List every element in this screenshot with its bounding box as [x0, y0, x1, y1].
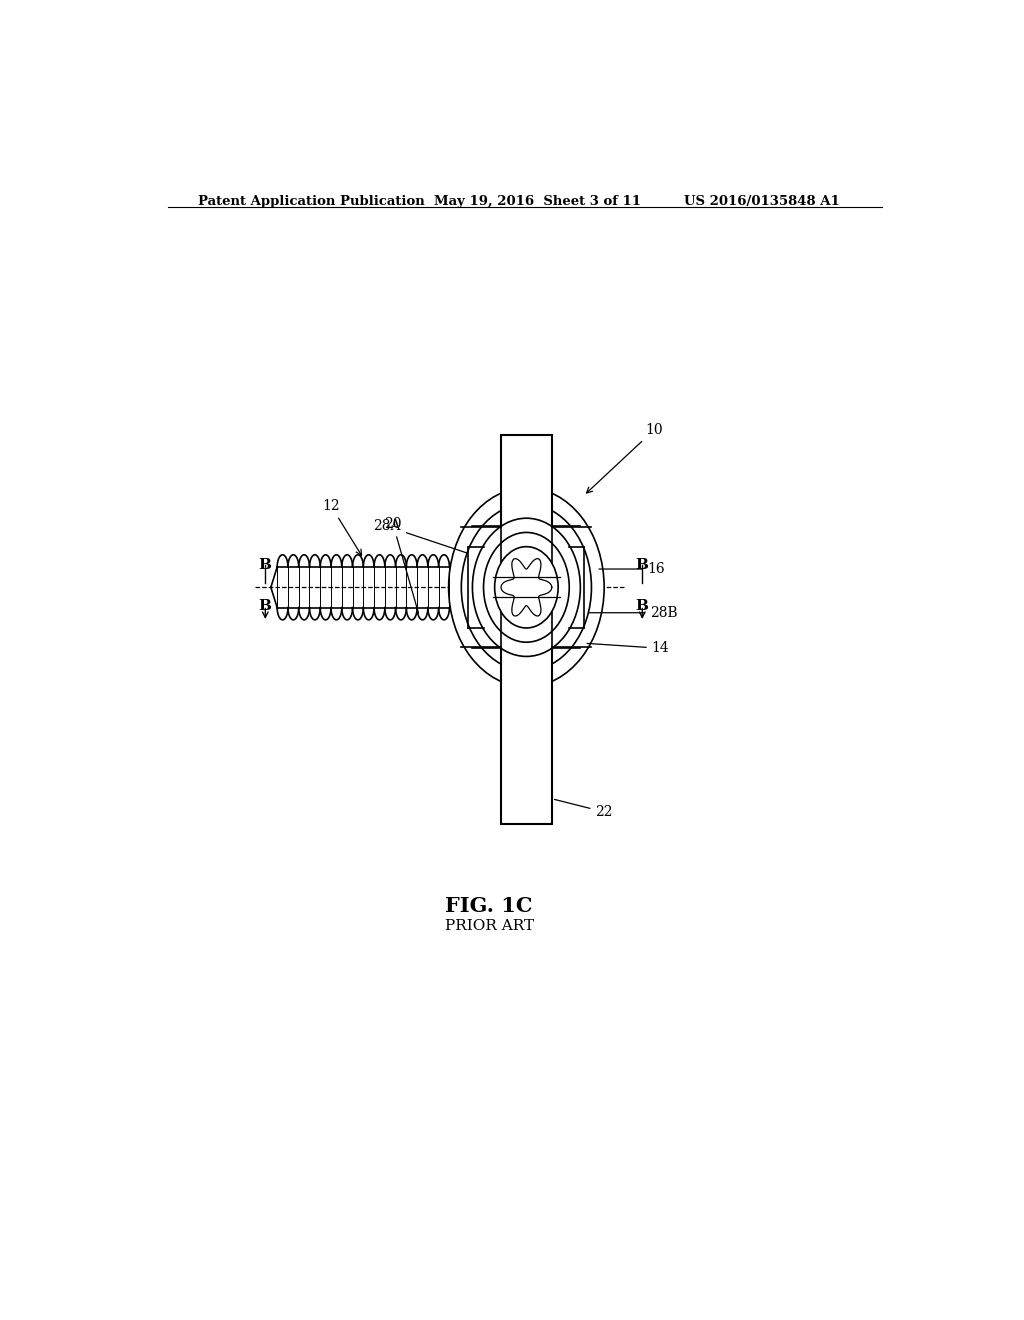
Text: 28A: 28A — [374, 519, 470, 554]
Circle shape — [461, 504, 592, 671]
Circle shape — [483, 532, 569, 643]
Circle shape — [449, 487, 604, 686]
Text: PRIOR ART: PRIOR ART — [444, 919, 534, 933]
Text: B: B — [259, 598, 271, 612]
Text: 20: 20 — [384, 517, 419, 612]
Bar — [501, 648, 552, 824]
Circle shape — [495, 546, 558, 628]
Text: B: B — [636, 558, 649, 572]
Text: 22: 22 — [554, 800, 613, 818]
Text: B: B — [636, 598, 649, 612]
Text: 14: 14 — [587, 642, 670, 655]
Text: FIG. 1C: FIG. 1C — [445, 896, 532, 916]
Text: 28B: 28B — [587, 606, 678, 619]
Text: 10: 10 — [587, 422, 664, 492]
Circle shape — [472, 519, 581, 656]
Text: 12: 12 — [323, 499, 361, 556]
Text: B: B — [259, 558, 271, 572]
Text: May 19, 2016  Sheet 3 of 11: May 19, 2016 Sheet 3 of 11 — [433, 195, 641, 209]
Bar — [501, 434, 552, 527]
Text: US 2016/0135848 A1: US 2016/0135848 A1 — [684, 195, 840, 209]
Text: Patent Application Publication: Patent Application Publication — [198, 195, 425, 209]
Text: 16: 16 — [599, 562, 666, 576]
